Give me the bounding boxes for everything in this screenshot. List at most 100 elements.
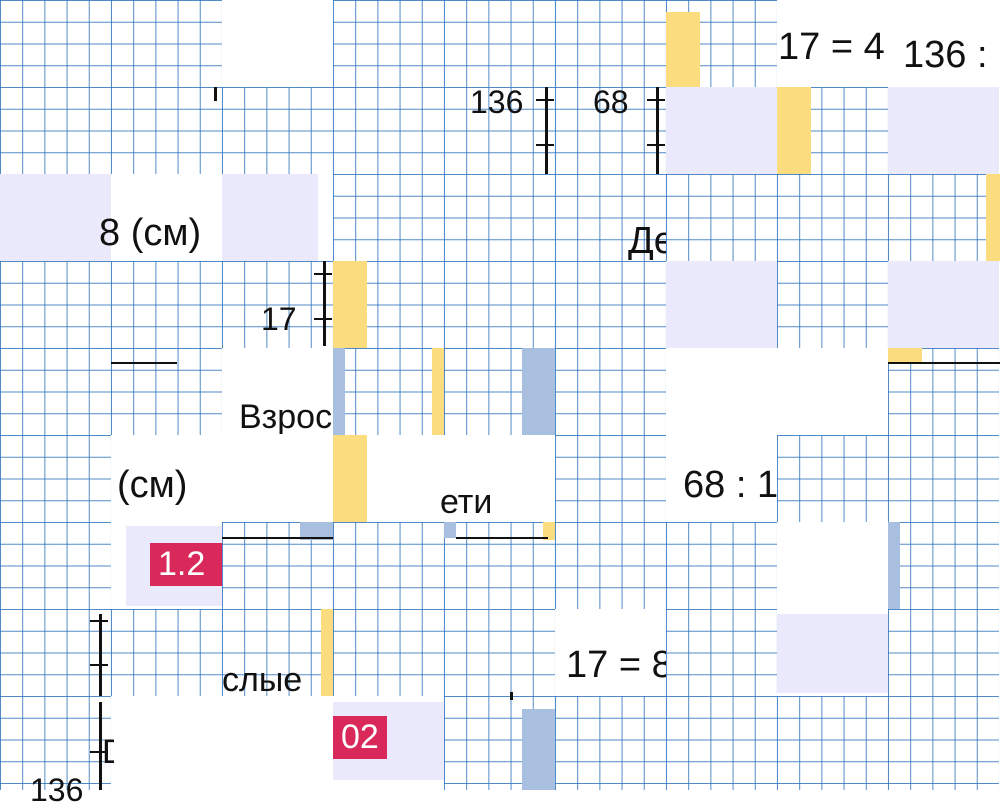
- puzzle-tile[interactable]: [222, 174, 318, 261]
- axis-line: [545, 87, 548, 174]
- puzzle-tile[interactable]: [666, 522, 777, 609]
- axis-tick: [647, 144, 665, 146]
- puzzle-tile[interactable]: [222, 609, 333, 696]
- puzzle-tile[interactable]: [222, 348, 333, 435]
- axis-tick: [510, 692, 513, 700]
- puzzle-tile[interactable]: [222, 0, 333, 87]
- puzzle-tile[interactable]: [777, 0, 888, 87]
- puzzle-tile[interactable]: [777, 435, 888, 522]
- puzzle-tile[interactable]: [333, 174, 444, 261]
- axis-tick: [90, 664, 108, 666]
- yellow-bar-fragment: [333, 261, 367, 348]
- puzzle-tile[interactable]: [0, 348, 111, 435]
- category-label-adults: слые: [222, 661, 303, 699]
- puzzle-tile[interactable]: [888, 609, 999, 696]
- puzzle-tile[interactable]: [888, 174, 999, 261]
- puzzle-tile[interactable]: [666, 696, 777, 790]
- puzzle-tile[interactable]: [111, 87, 222, 174]
- puzzle-tile[interactable]: [111, 609, 222, 696]
- blue-bar-fragment: [522, 709, 555, 790]
- puzzle-tile[interactable]: [777, 522, 888, 609]
- puzzle-tile[interactable]: [888, 435, 999, 522]
- puzzle-tile[interactable]: [222, 435, 333, 522]
- puzzle-tile[interactable]: [333, 609, 444, 696]
- puzzle-tile[interactable]: [666, 435, 777, 522]
- puzzle-tile[interactable]: [888, 87, 999, 174]
- unit-label: (см): [117, 464, 188, 506]
- axis-line: [656, 87, 659, 174]
- equation-fragment: 17 = 4: [778, 26, 885, 68]
- baseline: [111, 362, 177, 364]
- puzzle-tile[interactable]: [888, 522, 999, 609]
- category-label-children: ети: [440, 483, 493, 521]
- puzzle-tile[interactable]: [888, 0, 999, 87]
- puzzle-tile[interactable]: [0, 174, 111, 261]
- axis-tick: [536, 144, 554, 146]
- puzzle-tile[interactable]: [0, 0, 111, 87]
- puzzle-tile[interactable]: [666, 174, 777, 261]
- puzzle-tile[interactable]: [555, 435, 666, 522]
- yellow-bar-fragment: [432, 348, 444, 435]
- puzzle-tile[interactable]: [0, 87, 111, 174]
- division-fragment: 136 :: [903, 34, 988, 76]
- puzzle-tile[interactable]: [111, 696, 222, 790]
- puzzle-tile[interactable]: [111, 261, 222, 348]
- puzzle-tile[interactable]: [444, 522, 555, 609]
- label-fragment: Де: [628, 222, 666, 260]
- puzzle-tile[interactable]: [666, 348, 777, 435]
- puzzle-tile[interactable]: [888, 696, 999, 790]
- puzzle-tile[interactable]: [333, 522, 444, 609]
- puzzle-tile[interactable]: [777, 614, 888, 693]
- puzzle-tile[interactable]: [666, 609, 777, 696]
- puzzle-tile[interactable]: [777, 696, 888, 790]
- axis-tick: [314, 273, 332, 275]
- puzzle-tile[interactable]: [333, 87, 444, 174]
- puzzle-tile[interactable]: [555, 696, 666, 790]
- axis-line: [99, 702, 102, 790]
- puzzle-tile[interactable]: [555, 609, 666, 696]
- puzzle-tile[interactable]: [0, 261, 111, 348]
- label-fragment: D: [102, 735, 114, 769]
- blue-bar-fragment: [522, 348, 555, 435]
- puzzle-tile[interactable]: [0, 696, 111, 790]
- puzzle-tile[interactable]: [333, 0, 444, 87]
- puzzle-tile[interactable]: [555, 522, 666, 609]
- puzzle-tile[interactable]: [666, 87, 777, 174]
- puzzle-tile[interactable]: [0, 609, 111, 696]
- puzzle-tile[interactable]: [333, 348, 444, 435]
- puzzle-tile[interactable]: [111, 435, 222, 522]
- yellow-bar-fragment: [666, 12, 700, 87]
- yellow-bar-fragment: [543, 522, 555, 540]
- puzzle-tile[interactable]: [555, 0, 666, 87]
- puzzle-tile[interactable]: [777, 261, 888, 348]
- puzzle-tile[interactable]: [444, 435, 555, 522]
- puzzle-tile[interactable]: [666, 261, 777, 348]
- puzzle-tile[interactable]: [222, 261, 333, 348]
- puzzle-tile[interactable]: [444, 174, 555, 261]
- puzzle-tile[interactable]: [555, 174, 666, 261]
- puzzle-tile[interactable]: [555, 87, 666, 174]
- puzzle-tile[interactable]: [444, 261, 555, 348]
- puzzle-tile[interactable]: [0, 522, 111, 609]
- puzzle-tile[interactable]: [888, 261, 999, 348]
- puzzle-tile[interactable]: [555, 261, 666, 348]
- puzzle-tile[interactable]: [444, 609, 555, 696]
- length-label: 8 (см): [99, 212, 202, 254]
- puzzle-tile[interactable]: [222, 696, 333, 790]
- puzzle-tile[interactable]: [222, 87, 333, 174]
- puzzle-tile[interactable]: [555, 348, 666, 435]
- puzzle-tile[interactable]: [777, 348, 888, 435]
- axis-tick: [536, 99, 554, 101]
- puzzle-tile[interactable]: [777, 174, 888, 261]
- puzzle-tile[interactable]: [111, 0, 222, 87]
- puzzle-tile[interactable]: [111, 174, 222, 261]
- task-number-badge: 1.2: [150, 543, 222, 587]
- axis-tick-label: 136: [470, 84, 524, 120]
- puzzle-tile[interactable]: [0, 435, 111, 522]
- puzzle-tile[interactable]: [444, 0, 555, 87]
- yellow-bar-fragment: [321, 609, 333, 696]
- axis-tick-label: 136: [30, 772, 84, 808]
- puzzle-tile[interactable]: [444, 87, 555, 174]
- axis-line: [323, 261, 326, 346]
